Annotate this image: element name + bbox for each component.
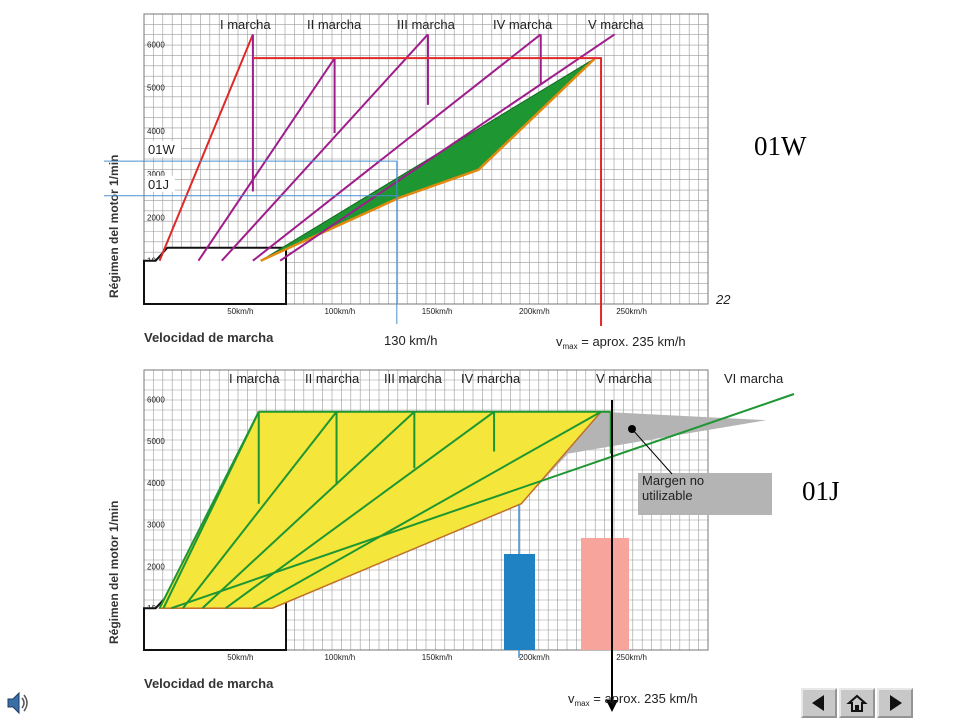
x-tick-label: 150km/h (422, 653, 453, 662)
gear-label: I marcha (229, 371, 280, 386)
chart-01w: 10002000300040005000600050km/h100km/h150… (104, 13, 807, 351)
y-tick-label: 4000 (147, 479, 165, 488)
y-tick-label: 4000 (147, 127, 165, 136)
y-axis-label: Régimen del motor 1/min (107, 155, 121, 298)
x-tick-label: 200km/h (519, 307, 550, 316)
y-tick-label: 3000 (147, 521, 165, 530)
ref-label-bg (145, 175, 175, 192)
margin-area (521, 411, 767, 504)
margin-box (638, 473, 772, 515)
y-tick-label: 2000 (147, 213, 165, 222)
ref-label-01j: 01J (148, 177, 169, 192)
limit-line (252, 57, 603, 304)
previous-button[interactable] (801, 688, 837, 718)
margin-label-2: utilizable (642, 488, 693, 503)
vmax-prefix: v (568, 691, 575, 706)
y-axis-label: Régimen del motor 1/min (107, 501, 121, 644)
gear-line (221, 33, 429, 262)
lower-curve (260, 57, 597, 262)
arrow-right-icon (890, 695, 902, 711)
gear-line (201, 411, 416, 609)
x-axis-label: Velocidad de marcha (144, 676, 274, 691)
gear-line (279, 33, 616, 262)
gear-line (225, 410, 495, 610)
ref-label-bg (145, 141, 181, 158)
vmax-label: vmax = aprox. 235 km/h (556, 334, 686, 351)
blue-bar (504, 554, 535, 650)
gear-line (252, 410, 602, 610)
x-tick-label: 100km/h (324, 653, 355, 662)
gear-label: IV marcha (493, 17, 553, 32)
gear-line (182, 411, 338, 609)
x-axis-label: Velocidad de marcha (144, 330, 274, 345)
speed-annotation: 130 km/h (384, 333, 437, 348)
x-tick-label: 50km/h (227, 307, 253, 316)
gear-line-vi (170, 393, 795, 610)
vmax-sub: max (575, 699, 590, 708)
gear-label: I marcha (220, 17, 271, 32)
chart-01j-label: 01J (802, 476, 840, 506)
y-tick-label: 6000 (147, 40, 165, 49)
corner-note: 22 (715, 292, 731, 307)
x-tick-label: 250km/h (616, 653, 647, 662)
home-button[interactable] (839, 688, 875, 718)
vmax-text: = aprox. 235 km/h (590, 691, 698, 706)
ref-label-01w: 01W (148, 142, 175, 157)
x-tick-label: 200km/h (519, 653, 550, 662)
gear-line (158, 33, 254, 262)
gear-label: II marcha (307, 17, 362, 32)
vmax-sub: max (563, 342, 578, 351)
x-tick-label: 100km/h (324, 307, 355, 316)
gear-label: III marcha (397, 17, 456, 32)
y-tick-label: 3000 (147, 170, 165, 179)
gear-label: II marcha (305, 371, 360, 386)
arrow-left-icon (812, 695, 824, 711)
speaker-icon[interactable] (2, 688, 32, 718)
vmax-label: vmax = aprox. 235 km/h (568, 691, 698, 708)
y-tick-label: 6000 (147, 395, 165, 404)
gear-line (158, 411, 260, 609)
gear-label: IV marcha (461, 371, 521, 386)
pink-bar (581, 538, 629, 650)
y-tick-label: 5000 (147, 84, 165, 93)
x-tick-label: 250km/h (616, 307, 647, 316)
plot-border (143, 13, 709, 305)
gear-line (252, 33, 542, 262)
home-icon (846, 694, 868, 712)
gear-label: V marcha (596, 371, 652, 386)
gear-line (197, 57, 336, 262)
chart-01j: 10002000300040005000600050km/h100km/h150… (107, 369, 840, 712)
navigation-bar (800, 688, 958, 720)
x-tick-label: 50km/h (227, 653, 253, 662)
gear-label: VI marcha (724, 371, 784, 386)
next-button[interactable] (877, 688, 913, 718)
vmax-prefix: v (556, 334, 563, 349)
chart-01w-label: 01W (754, 131, 807, 161)
x-tick-label: 150km/h (422, 307, 453, 316)
annotation-leader (631, 428, 673, 475)
vmax-arrowhead (606, 700, 618, 712)
margin-label-1: Margen no (642, 473, 704, 488)
y-tick-label: 5000 (147, 437, 165, 446)
y-tick-label: 2000 (147, 562, 165, 571)
vmax-text: = aprox. 235 km/h (578, 334, 686, 349)
gear-label: III marcha (384, 371, 443, 386)
gear-label: V marcha (588, 17, 644, 32)
idle-zone-box (143, 246, 287, 305)
